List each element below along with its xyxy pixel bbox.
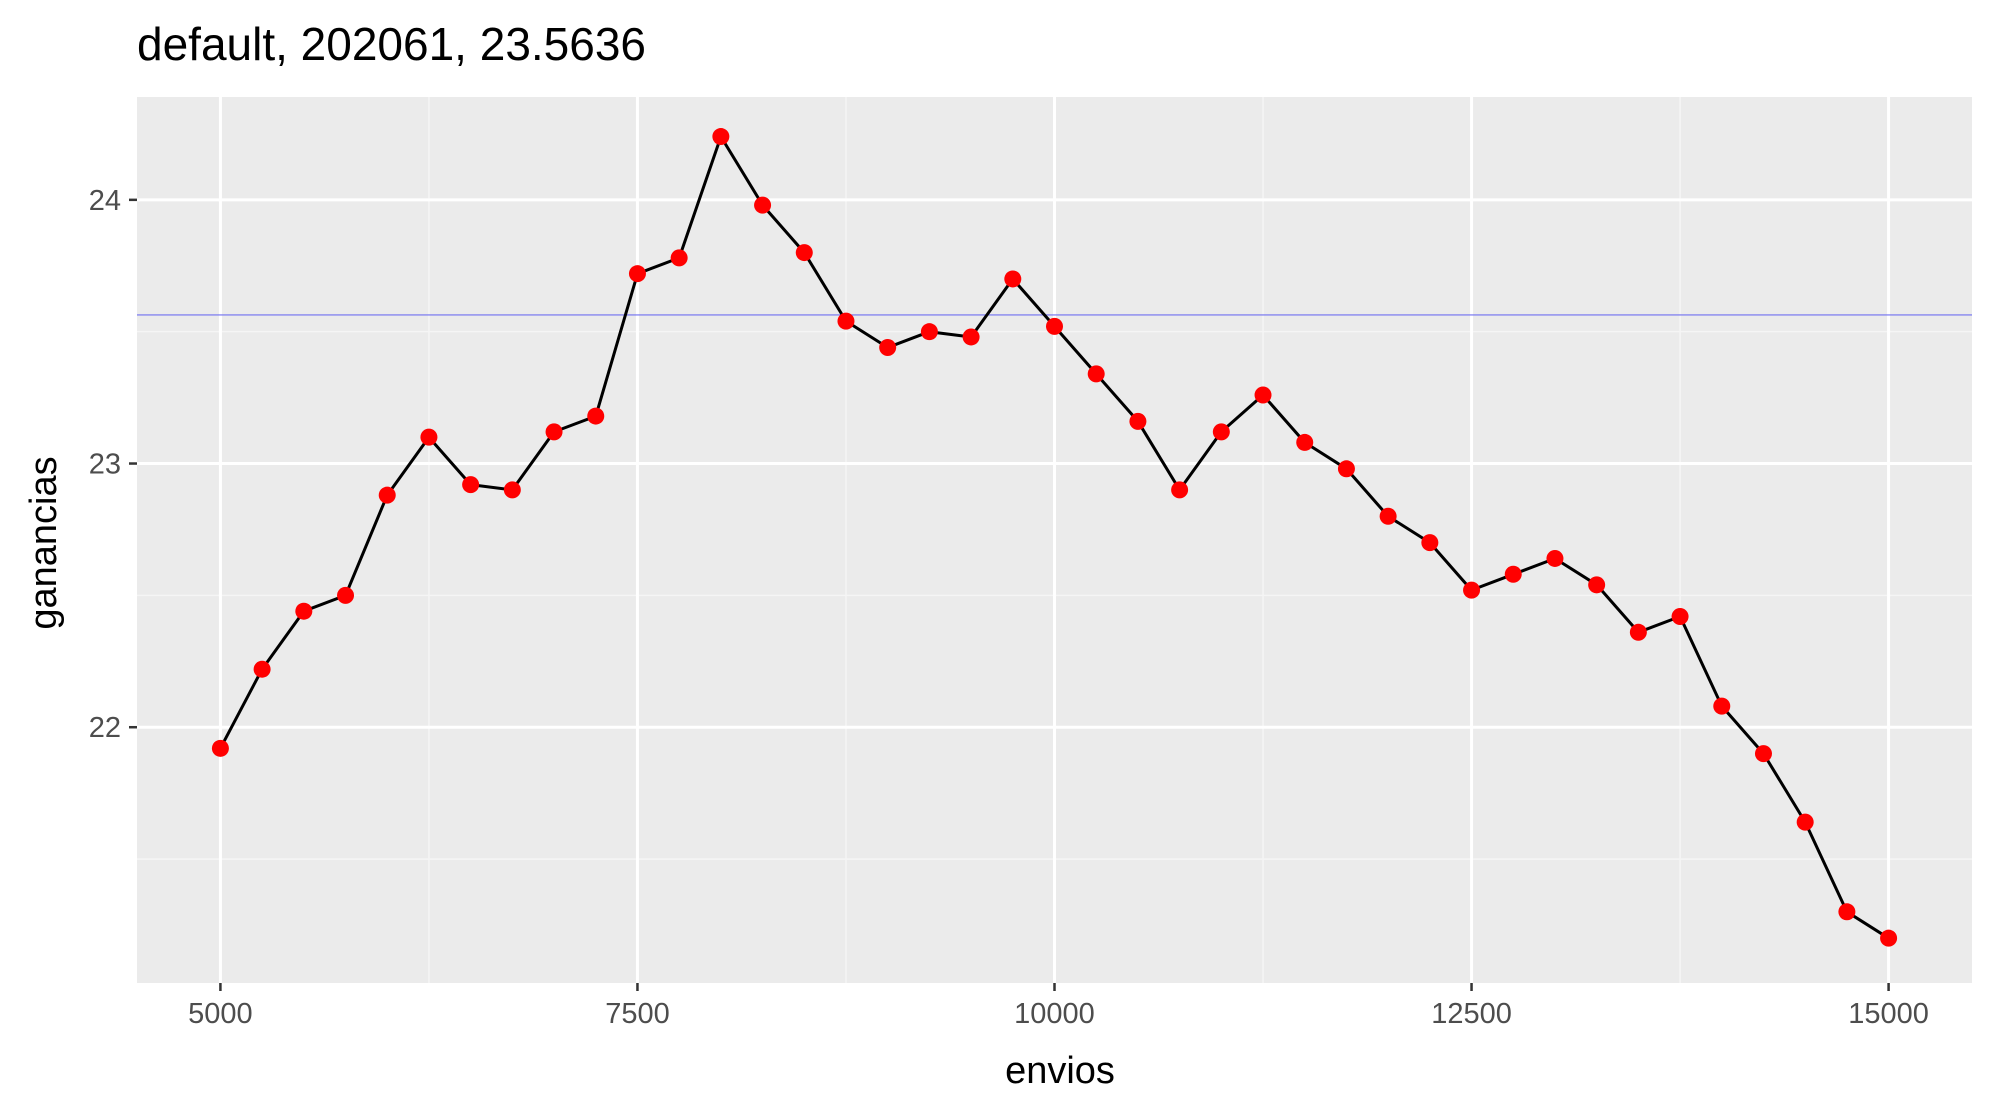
y-tick-label: 22 xyxy=(89,712,121,744)
x-tick-label: 7500 xyxy=(605,998,670,1030)
data-point xyxy=(253,660,271,678)
data-point xyxy=(462,476,480,494)
data-point xyxy=(587,407,605,425)
x-tick-label: 5000 xyxy=(188,998,253,1030)
data-point xyxy=(1212,423,1230,441)
y-axis-ticks: 22 23 24 xyxy=(89,185,137,744)
x-axis-title: envios xyxy=(1005,1050,1115,1092)
data-point xyxy=(378,486,396,504)
chart-title: default, 202061, 23.5636 xyxy=(137,18,646,70)
data-point xyxy=(503,481,521,499)
data-point xyxy=(545,423,563,441)
data-point xyxy=(1421,534,1439,552)
y-tick-label: 23 xyxy=(89,449,121,481)
data-point xyxy=(1004,270,1022,288)
data-point xyxy=(1588,576,1606,594)
x-tick-label: 12500 xyxy=(1431,998,1512,1030)
data-point xyxy=(1296,433,1314,451)
data-point xyxy=(1171,481,1189,499)
data-point xyxy=(1713,697,1731,715)
data-point xyxy=(1838,903,1856,921)
data-point xyxy=(754,196,772,214)
data-point xyxy=(795,244,813,262)
y-axis-title: ganancias xyxy=(23,456,65,629)
data-point xyxy=(211,739,229,757)
data-point xyxy=(1129,412,1147,430)
data-point xyxy=(420,428,438,446)
x-tick-label: 15000 xyxy=(1848,998,1929,1030)
data-point xyxy=(879,339,897,357)
data-point xyxy=(1379,507,1397,525)
data-point xyxy=(1046,317,1063,335)
data-points xyxy=(211,128,1898,947)
data-point xyxy=(1629,623,1647,641)
data-point xyxy=(1546,549,1564,567)
data-point xyxy=(1880,929,1898,947)
data-point xyxy=(1796,813,1814,831)
data-point xyxy=(670,249,688,267)
data-point xyxy=(1754,745,1772,763)
data-point xyxy=(628,265,646,283)
data-point xyxy=(920,323,938,341)
data-point xyxy=(712,128,730,146)
data-point xyxy=(1463,581,1481,599)
grid-lines xyxy=(137,97,1972,983)
data-point xyxy=(962,328,980,346)
data-point xyxy=(1254,386,1272,404)
x-tick-label: 10000 xyxy=(1014,998,1095,1030)
y-tick-label: 24 xyxy=(89,185,121,217)
data-point xyxy=(337,586,355,604)
data-point xyxy=(837,312,855,330)
data-point xyxy=(1504,565,1522,583)
data-point xyxy=(1337,460,1355,478)
x-axis-ticks: 5000 7500 10000 12500 15000 xyxy=(188,983,1929,1030)
data-point xyxy=(295,602,313,620)
data-point xyxy=(1087,365,1105,383)
data-point xyxy=(1671,607,1689,625)
